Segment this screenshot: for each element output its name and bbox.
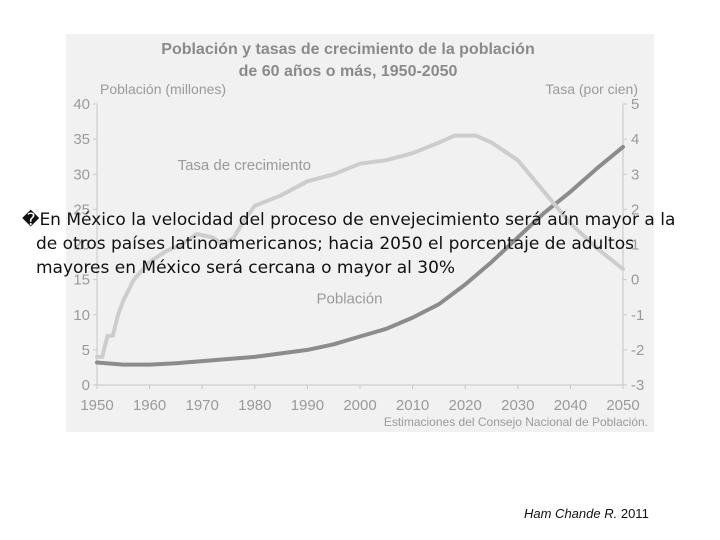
x-tick-label: 1990	[291, 397, 324, 414]
chart-title-line2: de 60 años o más, 1950-2050	[239, 63, 458, 80]
y-left-tick-label: 30	[73, 166, 90, 183]
y-left-tick-label: 25	[73, 201, 90, 218]
chart-title-line1: Población y tasas de crecimiento de la p…	[161, 41, 534, 58]
y-right-tick-label: -2	[631, 342, 644, 359]
credit-year: 2011	[620, 506, 649, 521]
credit-author: Ham Chande R.	[524, 506, 618, 521]
y-right-tick-label: 3	[631, 166, 639, 183]
series-line-1	[95, 133, 625, 359]
x-tick-label: 2030	[501, 397, 534, 414]
x-tick-label: 2040	[554, 397, 587, 414]
y-left-tick-label: 20	[73, 237, 90, 254]
x-tick-label: 1970	[186, 397, 219, 414]
overlay-body: En México la velocidad del proceso de en…	[36, 210, 676, 278]
x-tick-label: 1980	[238, 397, 271, 414]
credit: Ham Chande R. 2011	[524, 506, 649, 521]
source-note: Estimaciones del Consejo Nacional de Pob…	[384, 415, 648, 429]
y-left-tick-label: 40	[73, 96, 90, 113]
annotation-layer: Tasa de crecimiento Población	[178, 157, 383, 307]
x-tick-label: 2010	[396, 397, 429, 414]
left-axis-label: Población (millones)	[100, 81, 226, 97]
y-left-tick-label: 10	[73, 307, 90, 324]
y-right-tick-label: -1	[631, 307, 644, 324]
population-chart: Población y tasas de crecimiento de la p…	[66, 34, 654, 432]
x-tick-label: 1960	[133, 397, 166, 414]
right-axis-label: Tasa (por cien)	[545, 81, 638, 97]
y-left-tick-label: 0	[82, 377, 90, 394]
series-line-0	[95, 144, 625, 367]
y-right-tick-label: -3	[631, 377, 644, 394]
y-right-tick-label: 1	[631, 237, 639, 254]
y-left-tick-label: 5	[82, 342, 90, 359]
series-annotation: Tasa de crecimiento	[178, 157, 311, 174]
x-tick-label: 1950	[80, 397, 113, 414]
axis-ticks: 1950 1960 1970 1980 1990 2000 2010 2020 2030 2040…	[73, 96, 644, 414]
x-tick-label: 2050	[606, 397, 639, 414]
x-tick-label: 2020	[449, 397, 482, 414]
series-annotation: Población	[317, 291, 383, 308]
series-layer	[95, 133, 625, 367]
y-right-tick-label: 2	[631, 201, 639, 218]
x-tick-label: 2000	[343, 397, 376, 414]
overlay-text: �En México la velocidad del proceso de e…	[22, 208, 702, 280]
y-right-tick-label: 4	[631, 131, 639, 148]
bullet-glyph: �	[22, 210, 40, 230]
y-left-tick-label: 15	[73, 272, 90, 289]
y-left-tick-label: 35	[73, 131, 90, 148]
y-right-tick-label: 0	[631, 272, 639, 289]
y-right-tick-label: 5	[631, 96, 639, 113]
